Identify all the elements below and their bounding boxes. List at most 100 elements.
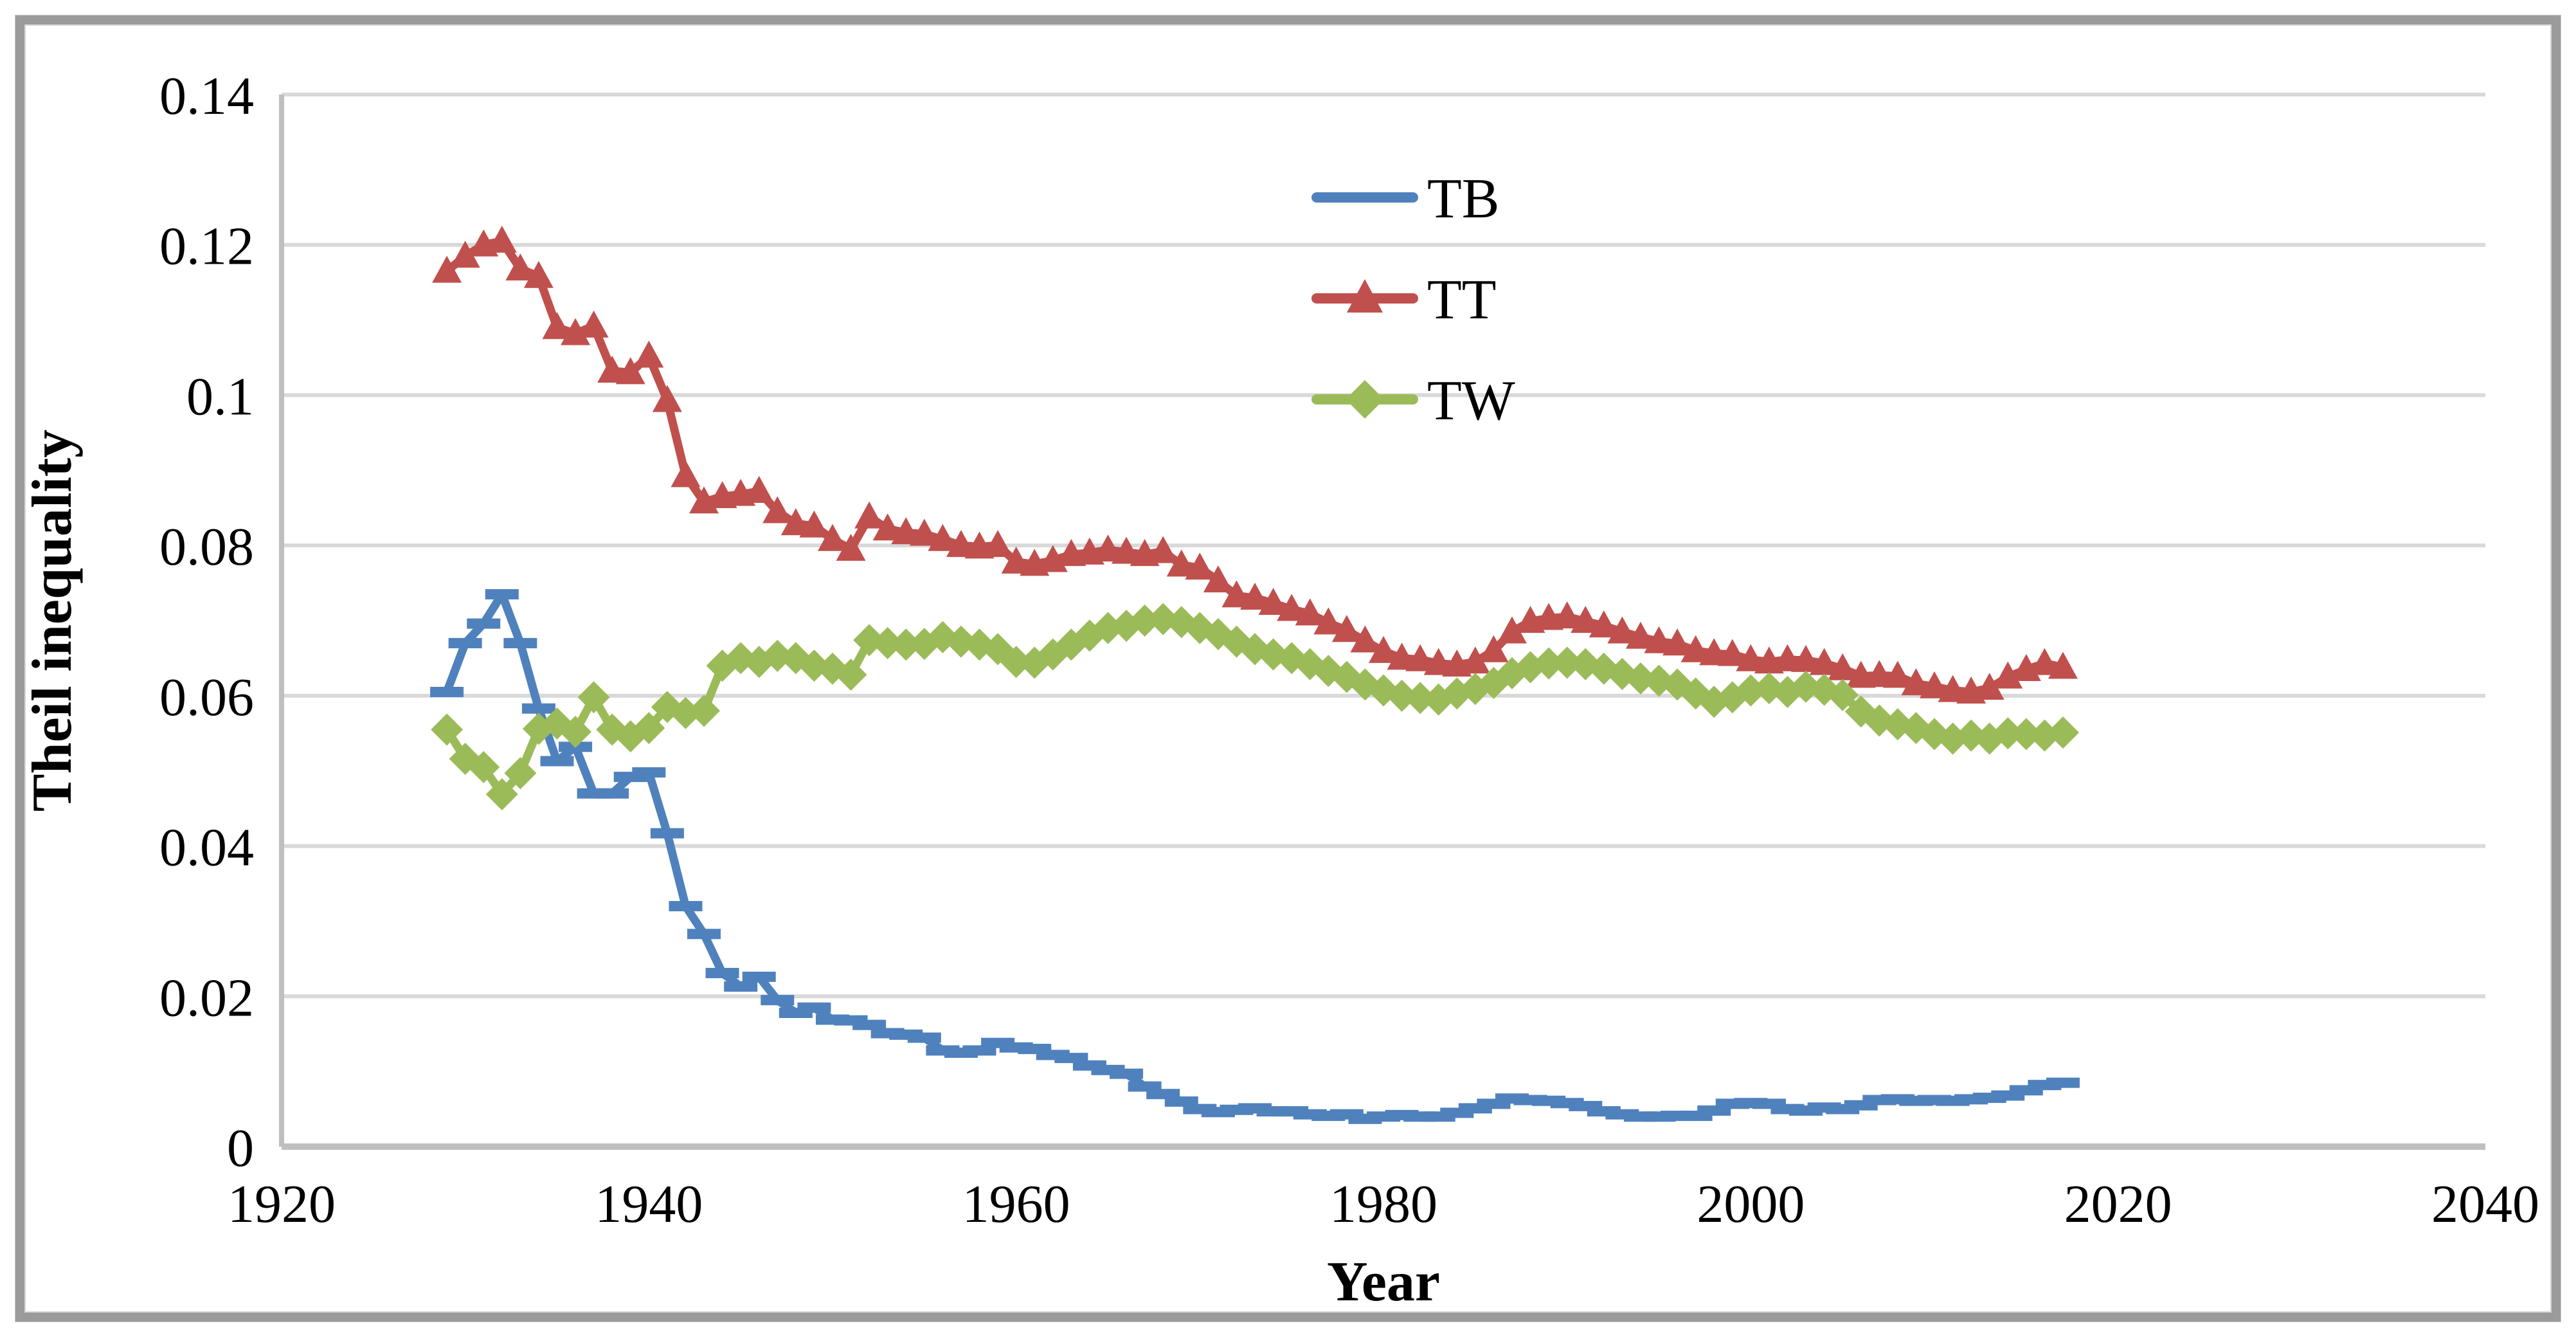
y-tick-label-0.06: 0.06 [159,668,254,727]
data-point-TW-1946 [743,646,775,678]
data-point-TT-1956 [928,523,958,551]
series-line-TT [442,237,2067,696]
data-point-TB-1944 [705,968,739,979]
data-point-TT-2003 [1791,644,1821,672]
legend-triangle-marker [1347,279,1383,313]
data-point-TT-1980 [1369,635,1398,663]
data-point-TT-1932 [487,225,517,253]
data-point-TB-1931 [467,618,501,629]
y-tick-label-0: 0 [227,1118,254,1178]
y-tick-label-0.12: 0.12 [159,217,254,277]
data-point-TW-2014 [1992,717,2024,750]
data-point-TB-1945 [724,981,758,992]
data-point-TT-1976 [1295,598,1325,626]
x-axis-title: Year [1327,1251,1440,1313]
data-point-TT-1939 [615,357,645,385]
x-tick-label-1920: 1920 [228,1174,336,1234]
data-point-TT-1970 [1185,552,1215,580]
gridlines [282,93,2485,999]
data-point-TT-1972 [1221,580,1252,608]
data-point-TT-2008 [1882,660,1913,688]
data-point-TW-1932 [485,778,518,810]
data-point-TW-1954 [890,628,923,661]
data-point-TT-2014 [1993,661,2023,689]
data-point-TT-1992 [1589,610,1619,638]
data-point-TW-2000 [1734,674,1767,707]
legend-label-TW: TW [1427,370,1515,432]
data-point-TT-1952 [854,501,885,529]
data-point-TT-1971 [1203,565,1233,593]
data-point-TT-1951 [836,533,866,561]
data-point-TT-1960 [1001,546,1031,574]
data-point-TT-1936 [561,318,591,345]
data-point-TT-1991 [1571,606,1601,633]
data-point-TB-1930 [448,638,482,649]
y-tick-label-0.04: 0.04 [159,818,254,878]
data-point-TT-1981 [1387,642,1417,670]
data-point-TT-1940 [634,340,664,368]
data-point-TW-1953 [871,627,904,660]
data-point-TW-1936 [559,715,592,748]
data-point-TB-1929 [430,687,464,698]
data-point-TB-1949 [797,1002,831,1013]
legend-item-TW: TW [1311,370,1515,432]
data-point-TT-2011 [1938,675,1968,702]
data-point-TT-1953 [872,513,903,541]
data-point-TT-1995 [1644,626,1674,653]
data-point-TT-2013 [1974,673,2004,700]
data-point-TT-1993 [1607,616,1637,644]
legend-item-TT: TT [1311,269,1497,331]
data-point-TT-1935 [542,312,572,340]
y-axis-tick-labels: 0 0.02 0.04 0.06 0.08 0.1 0.12 0.14 [159,66,254,1178]
data-point-TT-1955 [909,518,939,546]
legend-label-TB: TB [1427,168,1499,230]
x-tick-label-1940: 1940 [595,1174,703,1234]
data-point-TT-1938 [597,356,627,383]
data-point-TT-1954 [891,517,921,545]
data-point-TB-1952 [852,1019,887,1030]
data-point-TB-1946 [742,971,776,982]
data-point-TW-1947 [761,639,794,672]
data-point-TB-2017 [2046,1077,2080,1088]
data-point-TW-1933 [504,757,537,790]
data-point-TT-1996 [1662,628,1693,656]
data-point-TW-1943 [688,695,721,727]
legend-label-TT: TT [1427,269,1497,331]
data-point-TT-1997 [1680,635,1711,662]
data-point-TT-1930 [450,241,480,268]
data-point-TB-1941 [650,828,684,839]
data-point-TT-1941 [652,385,682,412]
data-point-TT-2005 [1828,653,1858,680]
data-point-TT-1974 [1258,588,1288,615]
data-point-TW-1981 [1385,679,1418,712]
data-point-TB-1955 [907,1032,941,1043]
data-point-TB-1943 [687,929,721,940]
data-point-TT-1969 [1166,549,1196,577]
x-tick-label-2040: 2040 [2431,1174,2539,1234]
data-point-TT-1978 [1331,615,1362,642]
data-point-TW-1959 [982,633,1014,666]
data-point-TT-2010 [1920,671,1949,698]
data-point-TT-1957 [946,530,976,558]
data-point-TT-1979 [1350,625,1380,653]
data-point-TT-1950 [818,523,847,551]
series-layer [430,225,2080,1124]
data-point-TT-1947 [762,496,793,523]
data-point-TW-1931 [467,750,500,783]
x-axis-tick-labels: 1920 1940 1960 1980 2000 2020 2040 [228,1174,2539,1234]
data-point-TW-1942 [669,696,702,729]
legend-item-TB: TB [1311,168,1499,230]
data-point-TW-1940 [633,712,665,745]
data-point-TT-2009 [1901,668,1931,696]
x-tick-label-2020: 2020 [2064,1174,2172,1234]
series-TW [431,603,2079,810]
data-point-TT-1948 [780,508,811,536]
data-point-TW-1976 [1293,648,1326,680]
data-point-TB-1938 [595,788,629,799]
data-point-TW-1973 [1239,633,1272,666]
data-point-TT-1986 [1479,635,1509,662]
data-point-TT-2017 [2048,651,2078,679]
data-point-TT-1968 [1148,536,1178,563]
